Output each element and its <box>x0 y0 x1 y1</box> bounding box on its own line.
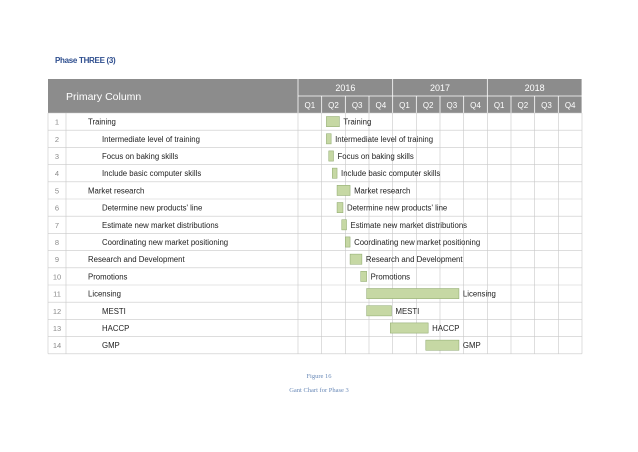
task-bar <box>360 271 367 282</box>
bar-label: Market research <box>354 186 410 195</box>
row-number: 6 <box>55 204 59 213</box>
bar-label: Licensing <box>463 290 496 299</box>
task-name: Coordinating new market positioning <box>102 238 228 247</box>
bar-label: Determine new products' line <box>347 204 447 213</box>
task-bar <box>332 167 338 179</box>
bar-label: Coordinating new market positioning <box>354 238 480 247</box>
bar-label: Focus on baking skills <box>338 152 414 161</box>
quarter-label: Q3 <box>446 101 457 110</box>
row-number: 4 <box>55 169 59 178</box>
quarter-label: Q1 <box>494 101 505 110</box>
row-number: 1 <box>55 118 59 127</box>
quarter-label: Q4 <box>565 101 576 110</box>
row-number: 10 <box>53 272 61 281</box>
task-name: Research and Development <box>88 255 185 264</box>
bar-label: GMP <box>463 341 481 350</box>
row-number: 13 <box>53 324 61 333</box>
task-name: Include basic computer skills <box>102 169 201 178</box>
task-name: GMP <box>102 341 120 350</box>
row-number: 14 <box>53 341 61 350</box>
bar-label: Estimate new market distributions <box>351 221 468 230</box>
primary-column-title: Primary Column <box>66 91 141 103</box>
task-bar <box>341 219 347 231</box>
bar-label: MESTI <box>395 307 419 316</box>
phase-title: Phase THREE (3) <box>55 56 116 65</box>
quarter-label: Q3 <box>352 101 363 110</box>
task-name: HACCP <box>102 324 129 333</box>
task-bar <box>349 253 363 265</box>
figure-label: Figure 16 <box>306 373 332 380</box>
task-name: Market research <box>88 186 144 195</box>
quarter-label: Q1 <box>304 101 315 110</box>
row-number: 7 <box>55 221 59 230</box>
year-label: 2017 <box>430 83 450 93</box>
task-name: Intermediate level of training <box>102 135 200 144</box>
year-label: 2016 <box>335 83 355 93</box>
bar-label: Training <box>343 118 371 127</box>
row-number: 12 <box>53 307 61 316</box>
bar-label: Intermediate level of training <box>335 135 433 144</box>
task-bar <box>345 236 351 248</box>
task-bar <box>326 116 340 127</box>
bar-label: HACCP <box>432 324 459 333</box>
task-bar <box>366 288 460 299</box>
row-number: 2 <box>55 135 59 144</box>
row-number: 5 <box>55 186 59 195</box>
bar-label: Promotions <box>371 272 411 281</box>
task-bar <box>336 185 351 196</box>
quarter-label: Q1 <box>399 101 410 110</box>
quarter-label: Q4 <box>375 101 386 110</box>
task-name: Promotions <box>88 272 128 281</box>
task-bar <box>366 305 392 317</box>
quarter-label: Q2 <box>328 101 339 110</box>
task-name: Licensing <box>88 290 121 299</box>
quarter-label: Q4 <box>470 101 481 110</box>
bar-label: Include basic computer skills <box>341 169 440 178</box>
figure-caption-block: Figure 16 Gant Chart for Phase 3 <box>0 370 638 398</box>
task-bar <box>326 133 332 145</box>
task-bar <box>336 202 344 213</box>
task-name: Determine new products' line <box>102 204 202 213</box>
task-bar <box>425 339 460 351</box>
figure-caption: Gant Chart for Phase 3 <box>289 387 349 394</box>
task-name: Training <box>88 118 116 127</box>
task-name: MESTI <box>102 307 126 316</box>
row-number: 9 <box>55 255 59 264</box>
quarter-label: Q2 <box>423 101 434 110</box>
quarter-label: Q2 <box>517 101 528 110</box>
row-number: 8 <box>55 238 59 247</box>
task-name: Focus on baking skills <box>102 152 178 161</box>
task-bar <box>390 322 429 334</box>
year-label: 2018 <box>525 83 545 93</box>
task-name: Estimate new market distributions <box>102 221 219 230</box>
row-number: 11 <box>53 290 61 299</box>
bar-label: Research and Development <box>366 255 463 264</box>
row-number: 3 <box>55 152 59 161</box>
quarter-label: Q3 <box>541 101 552 110</box>
task-bar <box>328 150 334 162</box>
